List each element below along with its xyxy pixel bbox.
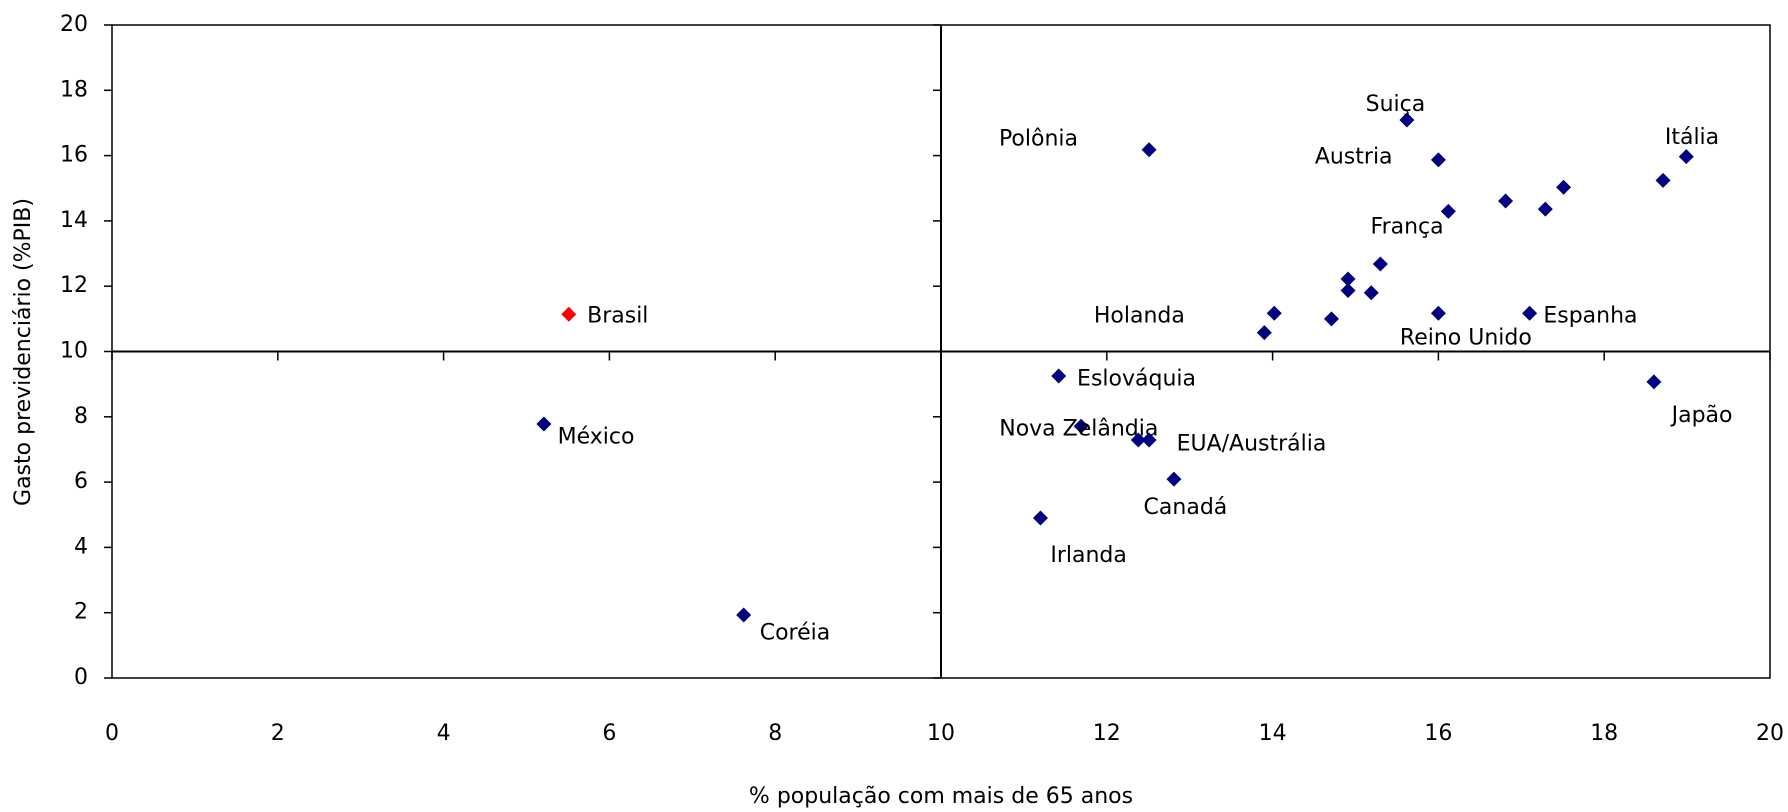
y-axis-label: Gasto previdenciário (%PIB) <box>11 198 36 506</box>
point <box>1655 172 1671 188</box>
y-tick-label: 14 <box>60 208 88 233</box>
point-label: Austria <box>1315 145 1393 170</box>
point <box>1522 305 1538 321</box>
point <box>1430 152 1446 168</box>
y-tick-label: 0 <box>74 665 88 690</box>
y-tick-label: 16 <box>60 143 88 168</box>
point <box>1646 374 1662 390</box>
x-axis-label: % população com mais de 65 anos <box>749 784 1133 809</box>
point <box>1141 432 1157 448</box>
point <box>1340 282 1356 298</box>
y-tick-label: 6 <box>74 469 88 494</box>
x-tick-label: 6 <box>602 721 616 746</box>
point-label: França <box>1371 214 1444 239</box>
y-tick-label: 2 <box>74 600 88 625</box>
x-tick-label: 8 <box>768 721 782 746</box>
point-label: EUA/Austrália <box>1177 432 1327 457</box>
point <box>1340 271 1356 287</box>
point <box>736 607 752 623</box>
point <box>1032 510 1048 526</box>
point-label: Itália <box>1665 125 1719 150</box>
point-label: Irlanda <box>1050 543 1127 568</box>
y-tick-label: 12 <box>60 273 88 298</box>
point <box>1256 325 1272 341</box>
y-tick-label: 20 <box>60 12 88 37</box>
point <box>1430 305 1446 321</box>
x-tick-label: 12 <box>1093 721 1121 746</box>
point-label: Reino Unido <box>1400 326 1532 351</box>
x-tick-label: 4 <box>437 721 451 746</box>
y-tick-label: 18 <box>60 77 88 102</box>
point <box>1440 203 1456 219</box>
point <box>1372 256 1388 272</box>
point <box>1073 418 1089 434</box>
point <box>1051 368 1067 384</box>
point <box>1556 179 1572 195</box>
point-label: México <box>558 425 635 450</box>
point <box>536 416 552 432</box>
point <box>1363 285 1379 301</box>
point-label: Brasil <box>587 304 648 329</box>
point <box>1498 193 1514 209</box>
point-label: Eslováquia <box>1077 366 1196 391</box>
point <box>561 306 577 322</box>
point-label: Coréia <box>760 620 831 645</box>
y-tick-label: 4 <box>74 534 88 559</box>
point <box>1399 112 1415 128</box>
point <box>1266 305 1282 321</box>
x-tick-label: 14 <box>1259 721 1287 746</box>
point-label: Nova Zelândia <box>999 417 1158 442</box>
y-tick-label: 10 <box>60 339 88 364</box>
point-label: Japão <box>1670 403 1733 428</box>
point-label: Suiça <box>1366 92 1426 117</box>
point <box>1323 311 1339 327</box>
point-label: Espanha <box>1543 304 1637 329</box>
x-tick-label: 2 <box>271 721 285 746</box>
point <box>1537 201 1553 217</box>
point <box>1678 149 1694 165</box>
x-tick-label: 20 <box>1756 721 1784 746</box>
y-tick-label: 8 <box>74 404 88 429</box>
x-tick-label: 16 <box>1424 721 1452 746</box>
point-label: Canadá <box>1144 495 1228 520</box>
point-label: Polônia <box>999 126 1078 151</box>
x-tick-label: 10 <box>927 721 955 746</box>
point <box>1130 432 1146 448</box>
point <box>1166 471 1182 487</box>
point <box>1141 142 1157 158</box>
point-label: Holanda <box>1094 304 1185 329</box>
x-tick-label: 0 <box>105 721 119 746</box>
x-tick-label: 18 <box>1590 721 1618 746</box>
